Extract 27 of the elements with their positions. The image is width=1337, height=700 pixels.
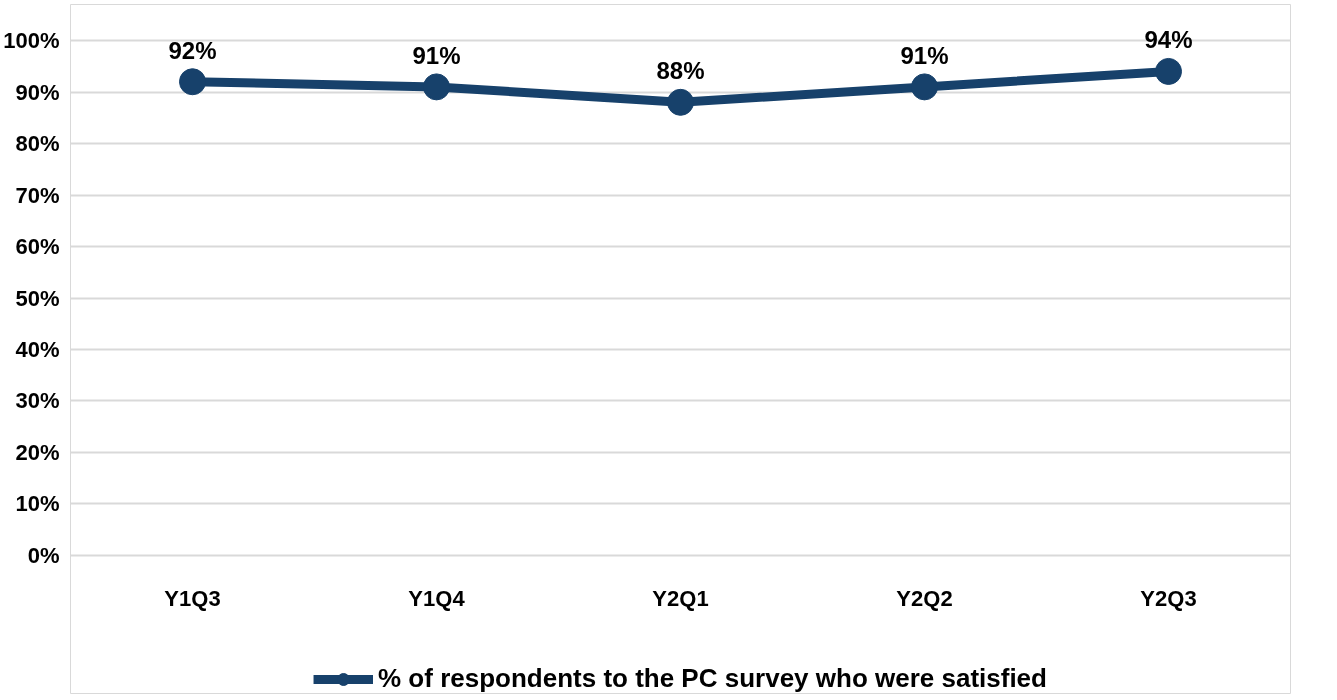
- y-tick-label: 30%: [15, 388, 60, 414]
- y-tick-label: 100%: [3, 28, 60, 54]
- legend-label: % of respondents to the PC survey who were satisfied: [378, 663, 1047, 694]
- x-tick-label: Y2Q3: [1140, 586, 1197, 612]
- point: [179, 68, 206, 96]
- point: [423, 73, 450, 101]
- y-tick-label: 40%: [15, 337, 60, 362]
- y-tick-label: 0%: [27, 542, 60, 568]
- x-tick-label: Y2Q1: [652, 586, 709, 612]
- text: 92%: [168, 36, 217, 64]
- text: 91%: [412, 41, 461, 69]
- point: [911, 73, 938, 101]
- y-tick-label: 10%: [15, 491, 60, 517]
- x-tick-label: Y2Q2: [896, 586, 953, 612]
- text: 94%: [1144, 26, 1193, 54]
- point: [1155, 57, 1182, 85]
- text: 91%: [900, 41, 949, 69]
- y-tick-label: 70%: [15, 182, 60, 208]
- y-tick-label: 80%: [15, 131, 60, 157]
- text: 88%: [656, 57, 705, 85]
- point: [667, 88, 694, 116]
- y-tick-label: 50%: [15, 285, 60, 311]
- y-tick-label: 20%: [15, 439, 60, 465]
- y-tick-label: 90%: [15, 79, 60, 105]
- y-tick-label: 60%: [15, 234, 60, 260]
- x-tick-label: Y1Q3: [164, 586, 221, 612]
- x-tick-label: Y1Q4: [408, 586, 466, 612]
